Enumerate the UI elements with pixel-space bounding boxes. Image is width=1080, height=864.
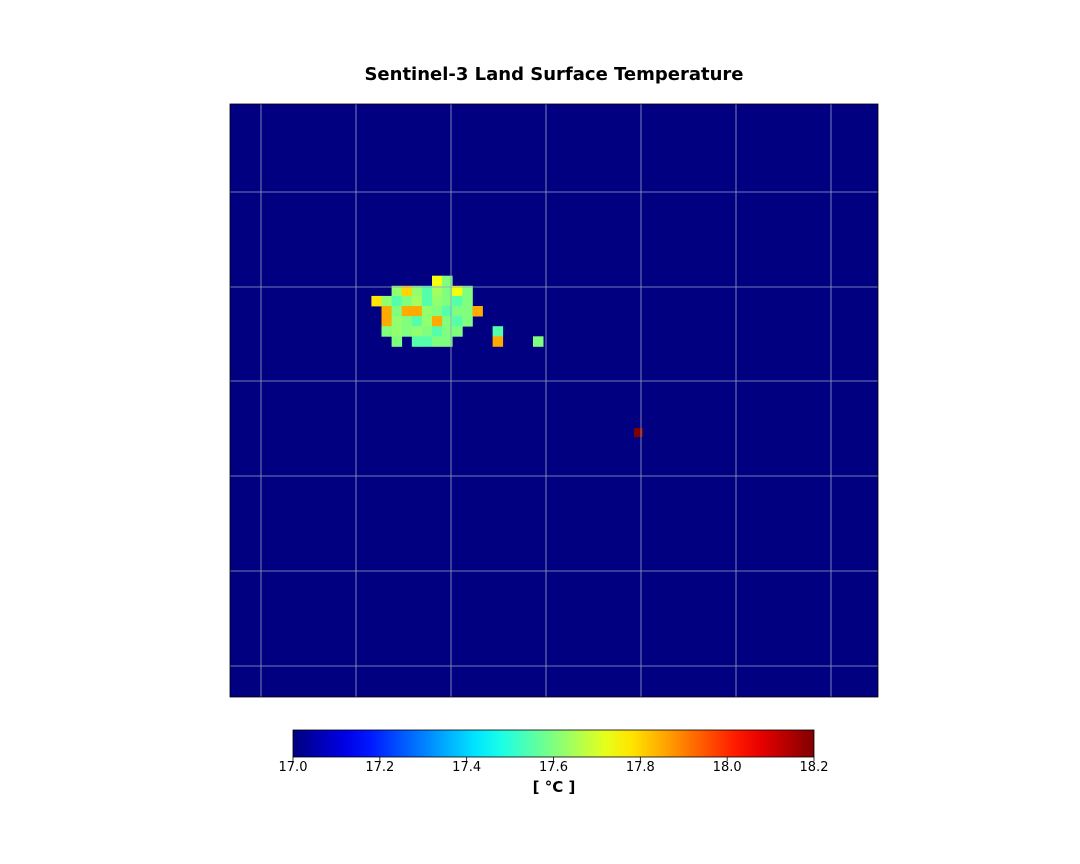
lst-cell [472,306,483,317]
lst-cell [432,306,443,317]
lst-cell [492,326,504,337]
gridlines [230,104,878,697]
lst-cell [442,336,453,347]
lst-cell [421,306,433,317]
lst-cell [381,326,392,337]
colorbar-tick-label: 17.2 [365,760,395,775]
chart-title: Sentinel-3 Land Surface Temperature [364,64,744,85]
lst-cell [391,295,403,307]
colorbar-label: [ °C ] [532,778,576,796]
lst-cell [442,326,453,337]
lst-cell [421,285,433,297]
lst-cell [401,316,413,327]
lst-cell [401,326,413,337]
lst-cell [421,336,433,347]
lst-cell [462,306,473,317]
lst-cell [381,295,392,307]
lst-cell [462,295,473,307]
lst-cell [442,295,453,307]
lst-cell [421,295,433,307]
lst-cell [411,326,423,337]
colorbar-tick-label: 18.0 [712,760,742,775]
lst-cell [432,285,443,297]
lst-cell [381,316,392,327]
lst-cell [452,285,463,297]
lst-cell [401,285,413,297]
lst-cell [401,306,413,317]
lst-cell [411,306,423,317]
lst-cell [411,336,423,347]
region-gozo [371,275,483,347]
lst-cell [432,326,443,337]
lst-cell [442,275,453,287]
lst-cell [391,285,403,297]
region-comino [492,326,544,347]
lst-cell [452,316,463,327]
lst-cell [391,336,403,347]
lst-cell [371,295,382,307]
lst-cell [391,316,403,327]
lst-cell [452,306,463,317]
lst-cell [381,306,392,317]
lst-cell [442,285,453,297]
lst-cell [411,295,423,307]
lst-cell [533,336,544,347]
colorbar-tick-label: 17.8 [625,760,655,775]
lst-cell [432,316,443,327]
lst-cell [442,316,453,327]
plot-frame [229,103,879,698]
colorbar [292,729,815,758]
lst-cell [452,326,463,337]
colorbar-tick-label: 17.4 [452,760,482,775]
lst-cell [432,275,443,287]
lst-cell [432,295,443,307]
lst-cell [421,326,433,337]
map-background [230,104,878,697]
lst-cell [492,336,504,347]
lst-cell [411,316,423,327]
colorbar-tick-label: 17.0 [278,760,308,775]
colorbar-tick-label: 18.2 [799,760,829,775]
lst-cell [391,326,403,337]
lst-cell [411,285,423,297]
lst-cell [462,316,473,327]
lst-cell [442,306,453,317]
lst-cell [462,285,473,297]
lst-cell [401,295,413,307]
colorbar-tick-label: 17.6 [539,760,568,775]
lst-cell [391,306,403,317]
lst-cell [421,316,433,327]
lst-cell [634,428,643,437]
lst-cell [452,295,463,307]
lst-cell [432,336,443,347]
